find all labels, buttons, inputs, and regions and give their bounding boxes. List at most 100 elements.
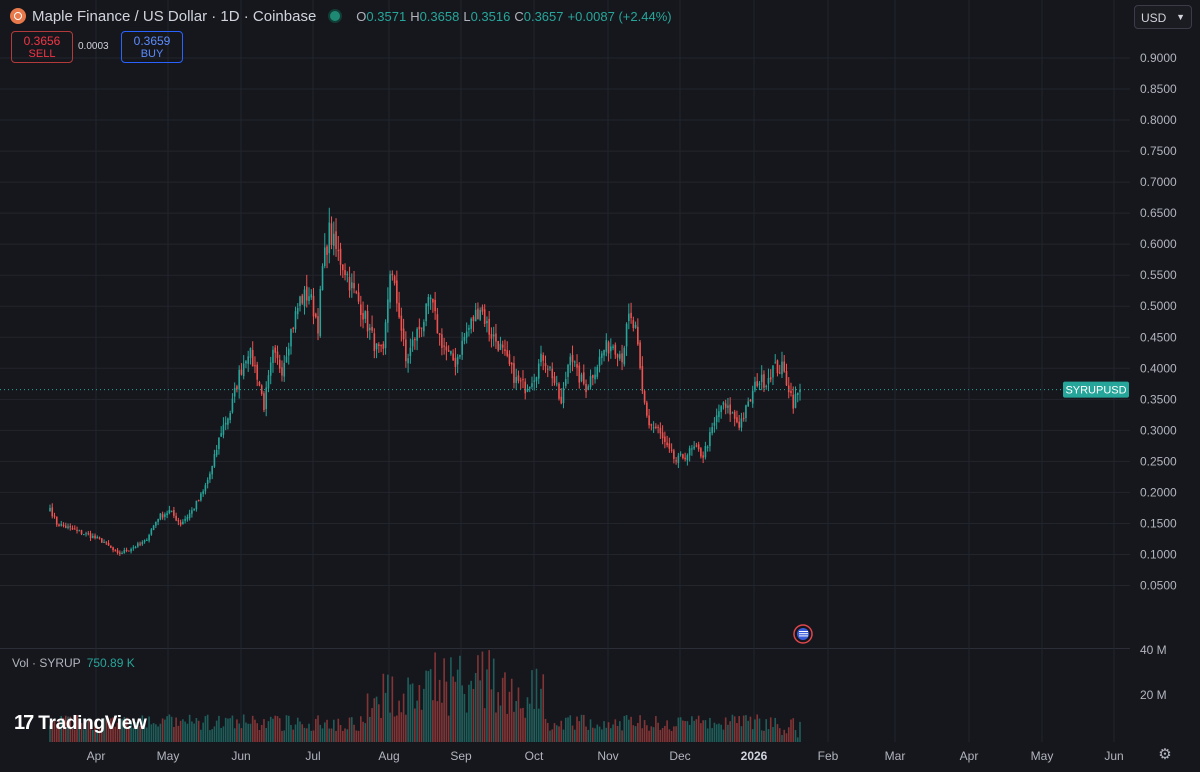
candle-body bbox=[648, 415, 650, 426]
candle-body bbox=[103, 542, 105, 544]
volume-bar bbox=[765, 719, 768, 742]
symbol-title[interactable]: Maple Finance / US Dollar · 1D · Coinbas… bbox=[32, 7, 317, 25]
volume-bar bbox=[546, 722, 549, 742]
y-tick-label: 0.2500 bbox=[1140, 454, 1177, 468]
sell-button[interactable]: 0.3656 SELL bbox=[11, 31, 73, 63]
volume-bar bbox=[265, 727, 268, 742]
candle-body bbox=[481, 307, 484, 312]
volume-bar bbox=[362, 721, 364, 742]
tradingview-logo[interactable]: 17 TradingView bbox=[14, 712, 147, 735]
volume-bar bbox=[323, 722, 326, 742]
candle-body bbox=[110, 545, 112, 548]
candle-body bbox=[78, 530, 81, 532]
volume-bar bbox=[254, 719, 256, 742]
candle-body bbox=[251, 350, 254, 367]
candle-body bbox=[702, 455, 704, 458]
volume-bar bbox=[276, 716, 279, 742]
candle-body bbox=[130, 549, 132, 552]
candle-body bbox=[58, 524, 60, 526]
candle-body bbox=[416, 328, 418, 341]
volume-bar bbox=[432, 700, 434, 742]
volume-bar bbox=[542, 674, 545, 742]
high-label: H bbox=[410, 8, 420, 24]
candle-body bbox=[150, 529, 153, 535]
volume-bar bbox=[456, 669, 459, 742]
volume-bar bbox=[429, 669, 432, 742]
candle-body bbox=[686, 455, 689, 461]
candle-body bbox=[749, 399, 752, 402]
candle-body bbox=[314, 313, 317, 318]
candle-body bbox=[249, 348, 252, 358]
volume-bar bbox=[85, 718, 87, 742]
candle-body bbox=[637, 326, 639, 345]
gear-icon[interactable]: ⚙ bbox=[1158, 746, 1172, 763]
candle-body bbox=[51, 507, 54, 517]
candle-body bbox=[474, 309, 477, 322]
candle-body bbox=[49, 507, 51, 512]
volume-bar bbox=[152, 723, 155, 742]
volume-bar bbox=[736, 723, 738, 742]
candle-body bbox=[778, 372, 781, 374]
candle-body bbox=[299, 296, 301, 307]
candle-body bbox=[82, 534, 85, 536]
candle-body bbox=[533, 380, 536, 382]
volume-bar bbox=[400, 712, 403, 742]
volume-bar bbox=[515, 701, 518, 742]
volume-bar bbox=[686, 721, 689, 742]
candle-body bbox=[357, 292, 360, 302]
volume-bar bbox=[776, 724, 779, 742]
currency-select[interactable]: USD ▼ bbox=[1134, 5, 1192, 29]
volume-bar bbox=[78, 723, 81, 742]
x-tick-label: Nov bbox=[597, 749, 618, 763]
candle-body bbox=[688, 448, 691, 456]
candle-body bbox=[247, 356, 249, 364]
candle-body bbox=[587, 386, 590, 390]
candle-body bbox=[434, 299, 436, 312]
candle-body bbox=[794, 394, 797, 408]
candle-body bbox=[472, 316, 475, 322]
volume-bar bbox=[704, 720, 707, 742]
candle-body bbox=[141, 542, 144, 545]
volume-bar bbox=[382, 673, 385, 742]
candle-body bbox=[438, 333, 441, 335]
volume-bar bbox=[508, 691, 511, 742]
volume-bar bbox=[96, 729, 99, 742]
candle-body bbox=[317, 316, 319, 334]
volume-bar bbox=[283, 730, 286, 742]
volume-bar bbox=[143, 721, 146, 742]
volume-bar bbox=[364, 723, 367, 742]
candle-body bbox=[639, 342, 641, 369]
volume-bar bbox=[738, 716, 740, 742]
volume-bar bbox=[146, 727, 148, 742]
candle-body bbox=[601, 353, 603, 358]
volume-bar bbox=[767, 729, 770, 742]
volume-bar bbox=[137, 722, 139, 742]
candle-body bbox=[200, 493, 202, 501]
volume-legend[interactable]: Vol · SYRUP 750.89 K bbox=[12, 656, 135, 670]
candle-body bbox=[598, 356, 601, 367]
maple-logo-icon bbox=[10, 8, 26, 24]
time-axis[interactable]: Apr May Jun Jul Aug Sep Oct Nov Dec 2026 Feb Mar Apr… bbox=[87, 749, 1124, 763]
volume-bar bbox=[80, 722, 83, 742]
volume-bar bbox=[49, 725, 51, 742]
volume-bar bbox=[351, 717, 353, 742]
candle-body bbox=[704, 445, 707, 458]
candle-body bbox=[758, 383, 761, 386]
buy-button[interactable]: 0.3659 BUY bbox=[121, 31, 183, 63]
price-axis[interactable]: 0.9000 0.8500 0.8000 0.7500 0.7000 0.6500 0.60… bbox=[1130, 0, 1200, 772]
candle-body bbox=[116, 550, 119, 553]
volume-bar bbox=[177, 725, 180, 742]
volume-bar bbox=[497, 692, 499, 742]
volume-bar bbox=[73, 729, 76, 742]
candle-body bbox=[526, 388, 529, 392]
volume-bar bbox=[396, 715, 398, 742]
volume-bar bbox=[553, 723, 556, 742]
volume-bar bbox=[260, 724, 263, 742]
candle-body bbox=[360, 304, 362, 315]
volume-bar bbox=[607, 722, 610, 742]
x-tick-label: Apr bbox=[960, 749, 979, 763]
x-tick-label: Mar bbox=[885, 749, 906, 763]
volume-bar bbox=[202, 722, 204, 742]
candle-body bbox=[790, 390, 792, 393]
